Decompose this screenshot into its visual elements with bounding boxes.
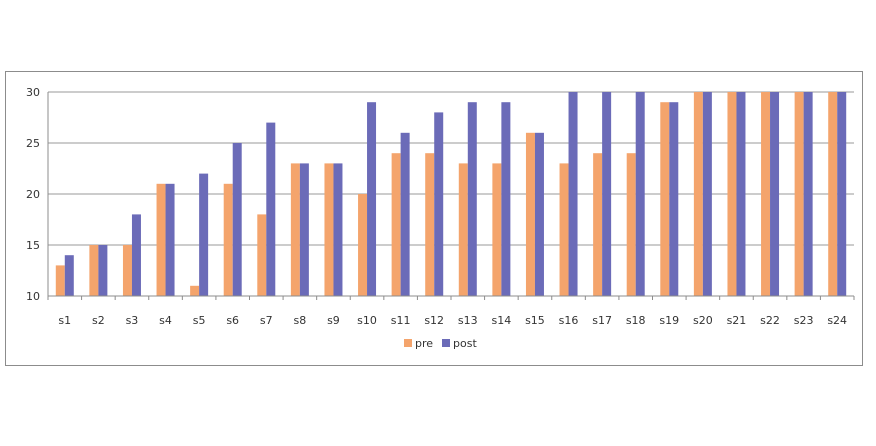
bar-pre-s6 — [223, 183, 233, 296]
bar-post-s20 — [702, 92, 712, 296]
bar-post-s12 — [434, 112, 444, 297]
bar-post-s24 — [837, 92, 847, 296]
bar-pre-s19 — [660, 102, 670, 296]
x-tick-label: s1 — [58, 314, 71, 327]
bar-pre-s5 — [190, 285, 200, 296]
x-tick-label: s7 — [260, 314, 273, 327]
bar-post-s1 — [64, 255, 74, 296]
bar-pre-s12 — [425, 153, 435, 296]
bar-pre-s11 — [391, 153, 401, 296]
bar-post-s4 — [165, 183, 175, 296]
x-tick-labels: s1 s2 s3 s4 s5 s6 s7 s8 s9 s10 s11 s12 s13 s14 s15 s16 s… — [58, 314, 847, 327]
y-tick-label: 15 — [26, 239, 40, 252]
x-tick-label: s12 — [424, 314, 444, 327]
bar-pre-s21 — [727, 92, 737, 296]
chart-frame: 10 15 20 25 30 s1 s2 s3 s4 s5 s6 s7 s8 s9 s10 s11 s12 s1… — [5, 71, 863, 366]
bar-pre-s3 — [122, 245, 132, 296]
bar-post-s3 — [131, 214, 141, 296]
bar-post-s16 — [568, 92, 578, 296]
x-tick-label: s15 — [525, 314, 545, 327]
x-tick-label: s22 — [760, 314, 780, 327]
bar-post-s18 — [635, 92, 645, 296]
bar-post-s5 — [199, 173, 209, 296]
x-tick-label: s23 — [794, 314, 814, 327]
bar-pre-s16 — [559, 163, 569, 296]
bar-pre-s7 — [257, 214, 267, 296]
bar-pre-s8 — [290, 163, 300, 296]
x-tick-label: s13 — [458, 314, 478, 327]
legend: pre post — [404, 337, 477, 350]
bar-pre-s13 — [458, 163, 468, 296]
bar-post-s14 — [501, 102, 511, 296]
bars — [55, 92, 847, 297]
x-tick-label: s20 — [693, 314, 713, 327]
x-tick-label: s5 — [193, 314, 206, 327]
x-tick-label: s24 — [827, 314, 847, 327]
x-tick-label: s16 — [559, 314, 579, 327]
bar-pre-s17 — [593, 153, 603, 296]
x-tick-label: s21 — [727, 314, 747, 327]
axes — [47, 92, 855, 300]
legend-label-pre: pre — [415, 337, 433, 350]
bar-post-s2 — [98, 245, 108, 296]
bar-post-s10 — [367, 102, 377, 296]
bar-post-s21 — [736, 92, 746, 296]
bar-post-s8 — [299, 163, 309, 296]
bar-post-s7 — [266, 122, 276, 296]
x-tick-label: s6 — [226, 314, 239, 327]
x-tick-label: s9 — [327, 314, 340, 327]
bar-post-s9 — [333, 163, 343, 296]
bar-post-s13 — [467, 102, 477, 296]
bar-pre-s10 — [358, 194, 368, 296]
bar-pre-s18 — [626, 153, 636, 296]
y-tick-label: 10 — [26, 290, 40, 303]
legend-swatch-post — [442, 339, 450, 347]
x-tick-label: s8 — [294, 314, 307, 327]
gridlines — [48, 91, 854, 246]
x-tick-label: s18 — [626, 314, 646, 327]
y-tick-label: 30 — [26, 86, 40, 99]
bar-pre-s9 — [324, 163, 334, 296]
bar-post-s15 — [534, 132, 544, 296]
bar-pre-s20 — [693, 92, 703, 296]
bar-pre-s22 — [761, 92, 771, 296]
legend-label-post: post — [453, 337, 477, 350]
bar-post-s17 — [602, 92, 612, 296]
bar-post-s19 — [669, 102, 679, 296]
bar-pre-s15 — [525, 132, 535, 296]
bar-pre-s14 — [492, 163, 502, 296]
y-tick-label: 25 — [26, 137, 40, 150]
bar-post-s22 — [770, 92, 780, 296]
legend-swatch-pre — [404, 339, 412, 347]
x-tick-label: s3 — [126, 314, 139, 327]
bar-pre-s2 — [89, 245, 99, 296]
y-tick-label: 20 — [26, 188, 40, 201]
x-tick-label: s10 — [357, 314, 377, 327]
bar-post-s6 — [232, 143, 242, 296]
x-tick-label: s2 — [92, 314, 105, 327]
bar-post-s23 — [803, 92, 813, 296]
bar-pre-s4 — [156, 183, 166, 296]
x-tick-label: s17 — [592, 314, 612, 327]
bar-pre-s24 — [828, 92, 838, 296]
x-tick-label: s19 — [659, 314, 679, 327]
bar-pre-s1 — [55, 265, 65, 296]
y-tick-labels: 10 15 20 25 30 — [26, 86, 40, 303]
x-tick-label: s4 — [159, 314, 172, 327]
x-tick-label: s14 — [492, 314, 512, 327]
bar-post-s11 — [400, 132, 410, 296]
x-tick-label: s11 — [391, 314, 411, 327]
bar-pre-s23 — [794, 92, 804, 296]
